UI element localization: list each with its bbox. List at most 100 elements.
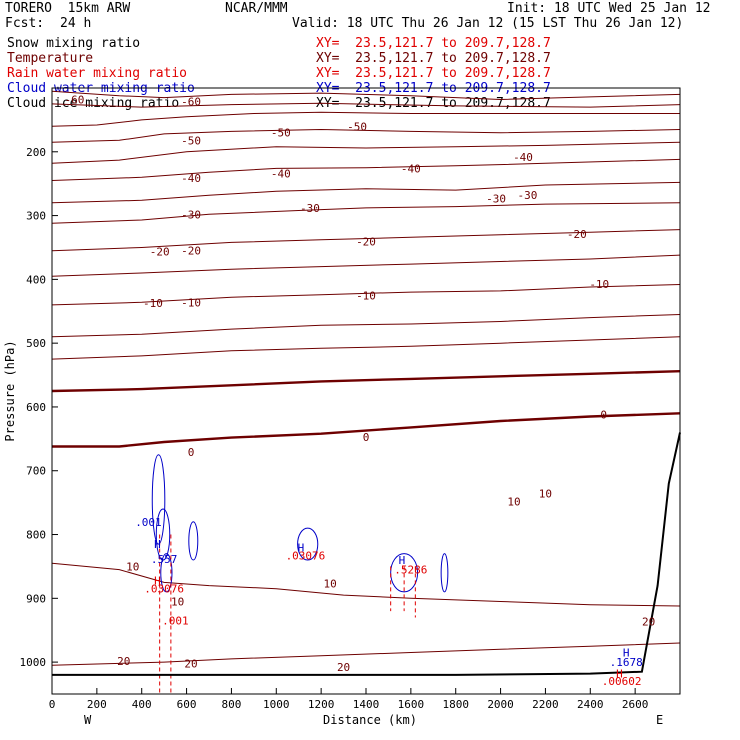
temperature-contours [51,90,681,666]
contour-label: -10 [356,289,376,302]
x-tick-label: 200 [87,698,107,711]
isotherm-line [51,90,681,101]
contour-label: -40 [181,172,201,185]
legend-snow-xy: XY= 23.5,121.7 to 209.7,128.7 [316,36,551,51]
y-tick-label: 800 [26,529,46,542]
maximum-marker: H [154,574,161,587]
contour-label: 10 [539,488,552,501]
init-time: Init: 18 UTC Wed 25 Jan 12 [507,1,711,16]
x-tick-label: 1400 [353,698,380,711]
cloud-water-contour [151,454,166,545]
contour-label: .557 [151,553,178,566]
fcst-value: 24 h [60,16,92,31]
maximum-marker: H [623,647,630,660]
legend-cloud-water: Cloud water mixing ratio [7,81,195,96]
contour-label: -50 [181,134,201,147]
x-axis-title: Distance (km) [323,713,417,727]
x-tick-label: 2200 [532,698,559,711]
maximum-marker: H [298,541,305,554]
contour-label: 10 [126,560,139,573]
contour-label: 20 [337,661,350,674]
contour-label: -40 [271,167,291,180]
cloud-water-contour [160,553,173,593]
x-tick-label: 1600 [398,698,425,711]
y-tick-label: 600 [26,401,46,414]
contour-label: .001 [162,615,189,628]
x-tick-label: 400 [132,698,152,711]
contour-label: -10 [143,297,163,310]
x-tick-label: 600 [177,698,197,711]
valid-time: Valid: 18 UTC Thu 26 Jan 12 (15 LST Thu … [292,16,684,31]
contour-label: .03076 [144,583,184,596]
isotherm-line [52,412,681,448]
contour-label: .001 [135,516,162,529]
cloud-water-contour [390,553,419,593]
contour-label: -30 [486,192,506,205]
contour-label: -40 [513,151,533,164]
x-tick-label: 1200 [308,698,335,711]
contour-label: 0 [600,409,607,422]
isotherm-line [51,370,681,393]
legend-cloud-ice: Cloud ice mixing ratio [7,96,180,111]
legend-snow: Snow mixing ratio [7,36,141,51]
legend-rain: Rain water mixing ratio [7,66,188,81]
isotherm-line [51,562,681,607]
contour-label: -30 [181,208,201,221]
isotherm-line [51,102,681,108]
contour-label: 20 [184,657,197,670]
isotherm-line [51,111,680,127]
x-tick-label: 800 [221,698,241,711]
contour-label: -50 [271,127,291,140]
x-tick-label: 2400 [577,698,604,711]
isotherm-line [51,181,681,204]
contour-label: 20 [642,615,655,628]
plot-frame [51,87,681,695]
contour-label: 10 [507,495,520,508]
maximum-marker: H [154,538,161,551]
y-tick-label: 400 [26,273,46,286]
isotherm-line [51,336,681,360]
contour-label: -30 [518,189,538,202]
contour-label: .03076 [286,550,326,563]
east-label: E [656,713,663,727]
contour-label: -20 [356,236,376,249]
axes: 0 200 400 600 800 1000 1200 1400 1600 1800 2000 220… [20,146,649,711]
contour-label: -50 [347,120,367,133]
contour-label: 0 [363,431,370,444]
legend-temperature: Temperature [7,51,94,66]
contour-label: -20 [150,245,170,258]
y-tick-label: 900 [26,592,46,605]
isotherm-line [51,158,681,181]
rain-water-contours [159,534,416,694]
contour-label: -60 [181,95,201,108]
contour-label: -30 [300,202,320,215]
contour-label: 20 [117,655,130,668]
contour-label: -10 [181,296,201,309]
x-tick-label: 1800 [442,698,469,711]
cloud-water-contour [155,508,171,561]
contour-label: -20 [181,245,201,258]
west-label: W [84,713,92,727]
terrain-surface [52,432,681,676]
isotherm-line [51,128,681,143]
maximum-marker: H [399,554,406,567]
maximum-marker: H [616,668,623,681]
x-tick-label: 2000 [487,698,514,711]
y-tick-label: 300 [26,210,46,223]
contour-label: -60 [64,93,84,106]
y-axis-title: Pressure (hPa) [3,340,17,441]
isotherm-line [51,642,681,666]
x-tick-label: 1000 [263,698,290,711]
contour-label: 10 [323,578,336,591]
contour-label: 0 [188,446,195,459]
contour-label: -20 [567,228,587,241]
contour-label: -10 [589,278,609,291]
cloud-water-contour [440,553,449,593]
legend-temperature-xy: XY= 23.5,121.7 to 209.7,128.7 [316,51,551,66]
contour-label: 10 [171,596,184,609]
isotherm-line [51,254,681,277]
cloud-water-contours [151,454,449,593]
center-label: NCAR/MMM [225,1,288,16]
fcst-label: Fcst: [5,16,45,31]
